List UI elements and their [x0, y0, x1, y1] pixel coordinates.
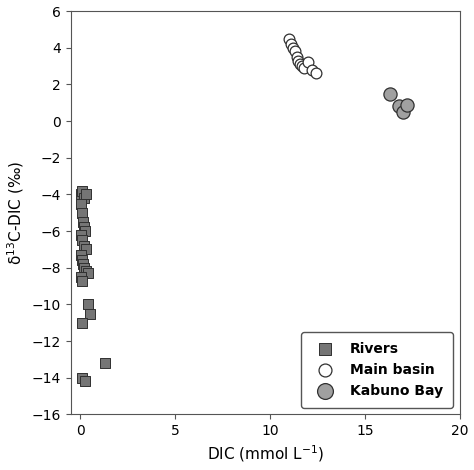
Rivers: [81, 194, 88, 202]
Rivers: [81, 242, 88, 250]
Main basin: [295, 57, 302, 64]
Kabuno Bay: [403, 101, 410, 108]
Rivers: [79, 277, 86, 284]
Rivers: [101, 360, 109, 367]
Rivers: [80, 260, 87, 268]
Main basin: [301, 64, 308, 71]
Main basin: [291, 47, 299, 55]
Rivers: [81, 224, 88, 231]
Rivers: [78, 251, 85, 258]
Rivers: [80, 218, 87, 226]
Kabuno Bay: [399, 108, 407, 116]
X-axis label: DIC (mmol L$^{-1}$): DIC (mmol L$^{-1}$): [207, 444, 324, 464]
Main basin: [285, 35, 293, 42]
Rivers: [78, 231, 85, 239]
Rivers: [79, 374, 86, 382]
Rivers: [79, 236, 86, 244]
Main basin: [287, 40, 295, 48]
Rivers: [79, 209, 86, 217]
Main basin: [308, 66, 316, 73]
Rivers: [82, 191, 90, 198]
Main basin: [289, 44, 297, 52]
Y-axis label: δ$^{13}$C-DIC (‰): δ$^{13}$C-DIC (‰): [6, 161, 26, 265]
Legend: Rivers, Main basin, Kabuno Bay: Rivers, Main basin, Kabuno Bay: [301, 332, 453, 407]
Rivers: [79, 187, 86, 195]
Rivers: [78, 191, 85, 198]
Rivers: [82, 227, 89, 235]
Kabuno Bay: [386, 90, 393, 97]
Rivers: [82, 268, 90, 275]
Kabuno Bay: [395, 102, 403, 110]
Main basin: [297, 61, 304, 68]
Rivers: [84, 301, 92, 308]
Rivers: [81, 264, 88, 272]
Rivers: [79, 319, 86, 327]
Rivers: [78, 273, 85, 281]
Main basin: [299, 63, 306, 70]
Main basin: [312, 70, 319, 77]
Main basin: [304, 59, 312, 66]
Rivers: [78, 200, 85, 207]
Rivers: [79, 257, 86, 264]
Main basin: [293, 53, 301, 61]
Rivers: [82, 378, 89, 385]
Rivers: [86, 310, 94, 317]
Rivers: [82, 246, 90, 253]
Rivers: [84, 269, 92, 277]
